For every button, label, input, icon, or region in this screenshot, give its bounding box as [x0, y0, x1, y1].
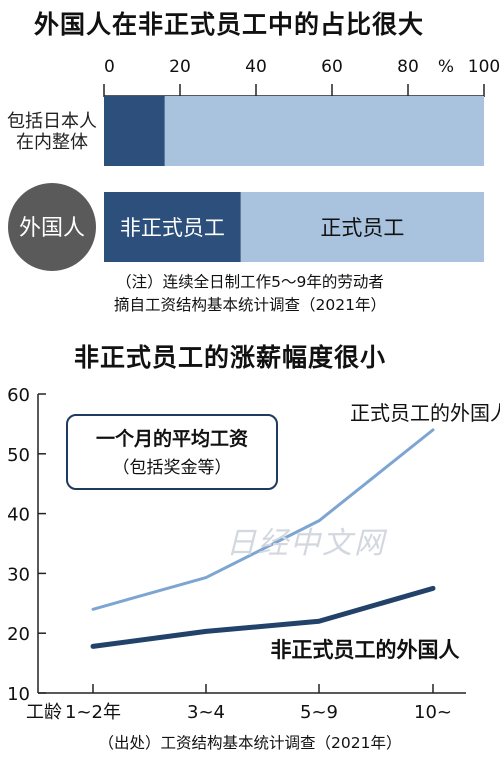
chart1-bar-segment — [104, 96, 165, 166]
chart2-y-tick-label: 40 — [7, 505, 30, 526]
chart1-tick-label: 80 — [397, 57, 419, 77]
chart1-tick-label: 20 — [169, 57, 191, 77]
chart1-notes: （注）连续全日制工作5～9年的劳动者 摘自工资结构基本统计调查（2021年） — [0, 271, 500, 317]
chart2-series-label: 非正式员工的外国人 — [271, 638, 460, 662]
chart1-row-label-circle — [8, 183, 96, 271]
chart2-legend-box: 一个月的平均工资 （包括奖金等） — [66, 414, 278, 490]
chart2-series-label: 正式员工的外国人 — [350, 401, 500, 425]
chart1-bar-segment — [240, 192, 484, 262]
chart1-tick-label: 40 — [245, 57, 267, 77]
chart2-y-tick-label: 10 — [7, 684, 30, 705]
chart2-x-tick-label: 10~ — [414, 702, 452, 723]
chart1-tick-label: 60 — [321, 57, 343, 77]
chart2-axes: 10 20 30 40 50 60 1~2年 3~4 5~9 10~ 工龄 — [7, 385, 466, 723]
watermark-logo: 日经中文网 — [226, 526, 386, 561]
chart1-row-label-circle — [8, 87, 96, 175]
chart1-bar-segment — [164, 96, 485, 166]
chart2-y-tick-label: 20 — [7, 624, 30, 645]
chart2-x-prefix: 工龄 — [26, 702, 62, 723]
chart1-tick-label: 100 — [468, 57, 500, 77]
chart1-title: 外国人在非正式员工中的占比很大 — [34, 10, 425, 39]
chart1-bar-segment — [104, 192, 241, 262]
chart2-source: （出处）工资结构基本统计调查（2021年） — [98, 734, 402, 752]
chart1-tick-label: 0 — [104, 57, 115, 77]
chart2-series-line — [90, 585, 436, 649]
chart1-source-line: 摘自工资结构基本统计调查（2021年） — [114, 296, 386, 314]
chart2-x-tick-label: 3~4 — [187, 702, 225, 723]
chart2-y-tick-label: 30 — [7, 564, 30, 585]
chart1-segment-label: 非正式员工 — [120, 216, 225, 240]
chart1-row-label: 包括日本人 — [7, 111, 97, 132]
chart1-note-line: （注）连续全日制工作5～9年的劳动者 — [116, 273, 384, 291]
chart2-y-tick-label: 60 — [7, 385, 30, 406]
chart2-box-title: 一个月的平均工资 — [95, 428, 248, 450]
chart2-title: 非正式员工的涨薪幅度很小 — [74, 343, 387, 372]
chart2-x-tick-label: 1~2年 — [65, 702, 121, 723]
chart2-box-subtitle: （包括奖金等） — [112, 458, 232, 478]
chart1-row-label: 外国人 — [19, 216, 85, 241]
chart2-x-tick-label: 5~9 — [300, 702, 338, 723]
chart2-line-chart: 10 20 30 40 50 60 1~2年 3~4 5~9 10~ 工龄 正式员工的外国人非正式员… — [7, 385, 500, 723]
chart2-y-tick-label: 50 — [7, 445, 30, 466]
chart2-lines — [90, 428, 436, 649]
chart2-series-line — [91, 428, 435, 611]
chart1-row-label: 在内整体 — [16, 132, 88, 153]
chart1-axis-unit: % — [438, 57, 454, 77]
chart1-segment-label: 正式员工 — [320, 216, 404, 240]
